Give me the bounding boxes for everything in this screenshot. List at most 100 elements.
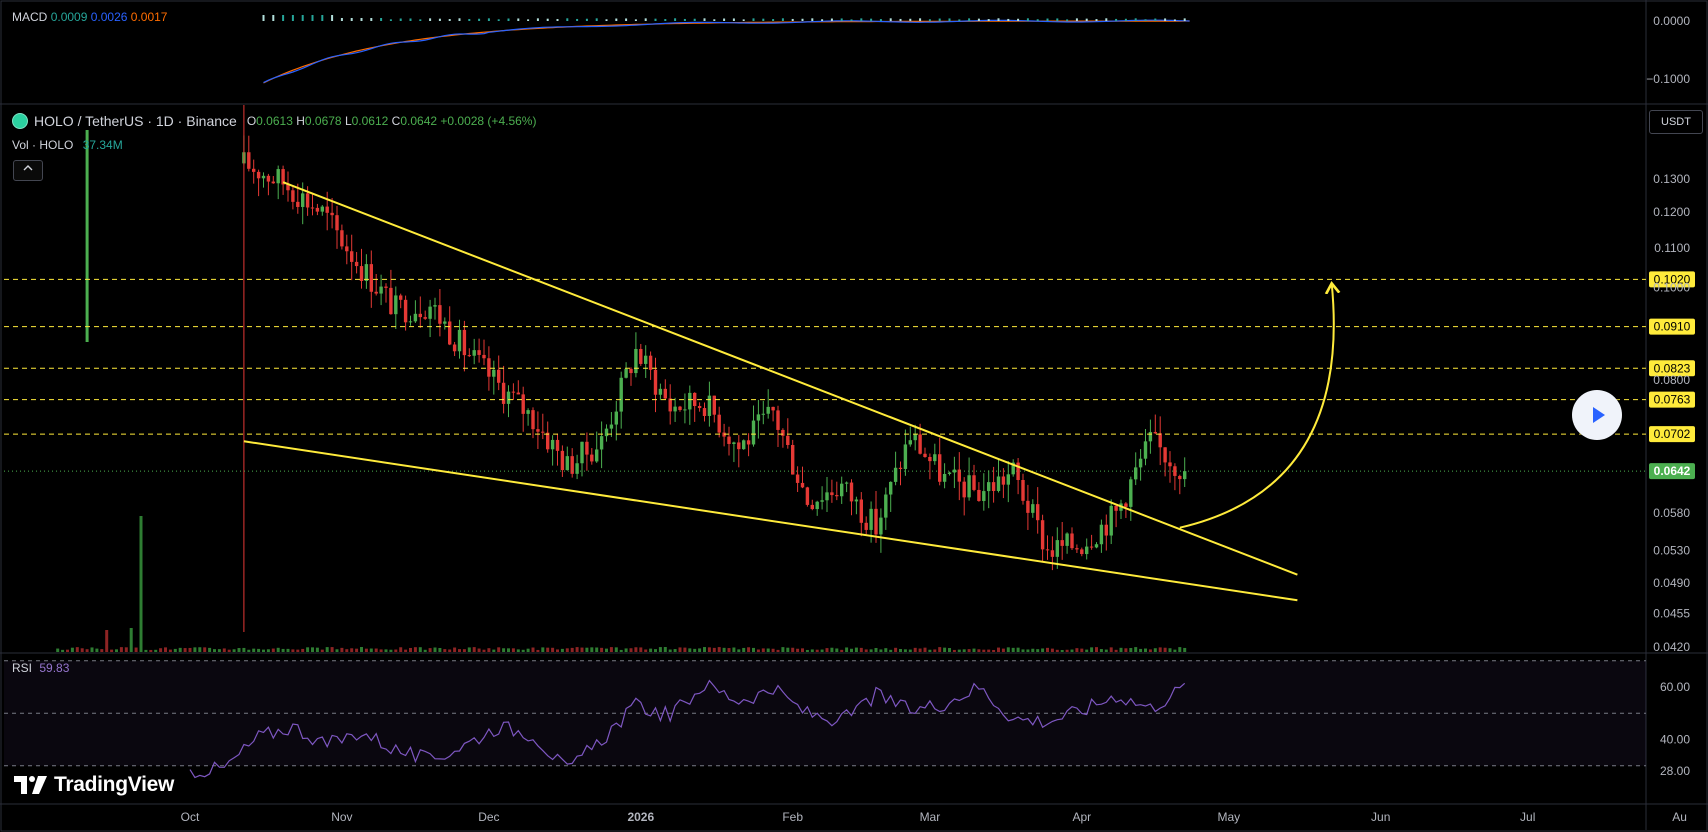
macd-signal-line — [263, 20, 1190, 84]
currency-selector[interactable]: USDT — [1649, 110, 1703, 134]
macd-histogram-bar — [752, 18, 755, 21]
macd-histogram-bar — [576, 18, 579, 21]
volume-bar — [1001, 648, 1005, 652]
candle-body — [766, 406, 770, 414]
volume-bar — [281, 648, 285, 652]
volume-legend[interactable]: Vol · HOLO 37.34M — [12, 138, 123, 152]
replay-button[interactable] — [1572, 390, 1622, 440]
volume-bar — [413, 647, 417, 652]
candle-body — [1060, 540, 1064, 546]
time-axis-label: Au — [1672, 810, 1687, 824]
macd-value-3: 0.0017 — [130, 10, 168, 24]
candle-body — [501, 382, 506, 404]
candle-body — [991, 482, 996, 491]
macd-legend[interactable]: MACD 0.0009 0.0026 0.0017 — [12, 10, 167, 24]
candle-body — [786, 435, 790, 445]
macd-histogram-bar — [291, 15, 294, 21]
macd-histogram-bar — [1017, 18, 1020, 21]
candle-body — [967, 475, 971, 498]
volume-bar — [658, 647, 662, 652]
volume-bar — [918, 648, 922, 652]
volume-bar — [286, 648, 290, 652]
candle-body — [369, 264, 373, 292]
level-price-tag — [1649, 360, 1695, 377]
candle-body — [1163, 447, 1167, 463]
candle-body — [477, 350, 481, 355]
volume-bar — [756, 649, 760, 652]
macd-histogram-bar — [654, 18, 657, 21]
candle-body — [1031, 504, 1035, 513]
candle-body — [849, 482, 854, 502]
rsi-legend[interactable]: RSI 59.83 — [12, 661, 69, 675]
volume-bar — [80, 648, 84, 652]
candle-body — [379, 286, 383, 294]
volume-bar — [982, 649, 986, 652]
volume-bar — [619, 649, 623, 652]
volume-bar — [487, 648, 491, 652]
volume-bar — [570, 647, 574, 652]
volume-bar — [791, 647, 795, 652]
macd-histogram-bar — [634, 19, 637, 21]
macd-histogram-bar — [1075, 18, 1078, 21]
volume-bar — [560, 648, 564, 652]
macd-histogram-bar — [1036, 19, 1039, 21]
candle-body — [879, 517, 883, 535]
candle-body — [795, 474, 800, 483]
macd-histogram-bar — [1105, 18, 1108, 21]
tradingview-logo[interactable]: TradingView — [14, 773, 174, 797]
macd-histogram-bar — [1066, 19, 1069, 21]
macd-histogram-bar — [1095, 19, 1098, 21]
open-value: 0.0613 — [256, 114, 293, 128]
volume-bar — [928, 649, 932, 652]
candle-body — [560, 450, 565, 471]
candle-body — [1178, 475, 1182, 480]
price-axis-label: 0.0420 — [1653, 640, 1690, 654]
volume-bar — [1065, 649, 1069, 652]
candle-body — [452, 344, 457, 352]
candle-body — [693, 392, 697, 406]
volume-bar — [859, 647, 863, 652]
candle-body — [619, 377, 623, 412]
macd-histogram-bar — [977, 18, 980, 21]
candle-body — [977, 489, 981, 501]
volume-bar — [1090, 647, 1094, 652]
macd-histogram-bar — [1173, 19, 1176, 21]
volume-bar — [149, 649, 153, 652]
collapse-legend-button[interactable] — [13, 160, 43, 181]
candle-body — [482, 354, 486, 359]
volume-bar — [654, 649, 657, 652]
volume-bar — [605, 648, 608, 652]
level-price-tag — [1649, 271, 1695, 288]
candle-body — [771, 406, 775, 411]
volume-bar — [178, 647, 182, 652]
macd-histogram-bar — [389, 19, 392, 21]
volume-bar — [595, 647, 599, 652]
macd-histogram-bar — [546, 18, 549, 21]
macd-histogram-bar — [527, 19, 530, 21]
candle-body — [546, 432, 550, 450]
volume-bar — [232, 649, 236, 652]
volume-bar — [428, 648, 432, 652]
macd-histogram-bar — [1183, 18, 1186, 21]
level-price-tag — [1649, 318, 1695, 335]
candle-body — [595, 449, 599, 462]
volume-bar — [663, 647, 667, 652]
symbol-legend[interactable]: HOLO / TetherUS · 1D · Binance O0.0613 H… — [12, 113, 536, 129]
volume-bar — [556, 649, 559, 652]
volume-bar — [923, 647, 927, 652]
volume-bar — [208, 647, 212, 652]
candle-body — [467, 355, 471, 357]
candle-body — [462, 329, 467, 356]
volume-bar — [276, 647, 280, 652]
price-axis-label: 0.0455 — [1653, 607, 1690, 621]
candle-body — [1183, 471, 1187, 480]
candle-body — [448, 321, 452, 345]
macd-histogram-bar — [958, 19, 961, 21]
candle-body — [751, 420, 756, 445]
candle-body — [1011, 462, 1015, 475]
volume-bar — [1011, 647, 1015, 652]
volume-bar — [801, 648, 804, 652]
candle-body — [614, 411, 618, 425]
